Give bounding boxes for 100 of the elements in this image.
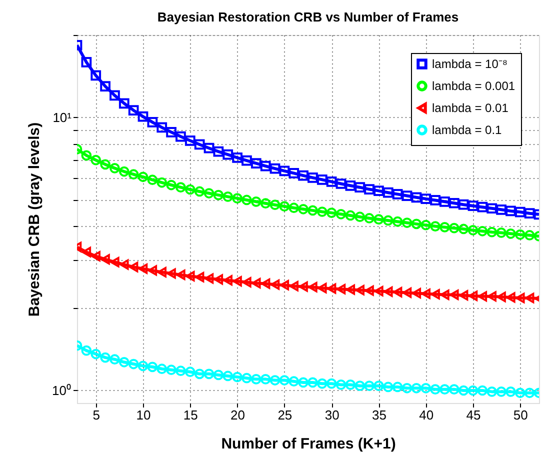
point [355, 284, 364, 296]
point [412, 288, 422, 298]
point [420, 194, 432, 204]
point [354, 182, 366, 193]
point [458, 224, 469, 234]
x-tick-label: 45 [466, 408, 481, 422]
point [374, 214, 384, 225]
point [118, 166, 130, 177]
x-tick-label: 50 [513, 408, 528, 422]
point [440, 290, 450, 300]
point [411, 192, 422, 203]
point [448, 384, 460, 394]
point [468, 290, 478, 302]
point [316, 378, 328, 389]
point [316, 174, 328, 185]
point [270, 200, 280, 210]
point [382, 215, 394, 226]
point [110, 163, 120, 174]
point [506, 228, 516, 239]
point [194, 139, 205, 150]
point [430, 384, 440, 394]
point [176, 131, 186, 142]
point [232, 276, 242, 286]
point [478, 291, 488, 302]
point [486, 203, 498, 214]
point [110, 256, 120, 268]
point [242, 277, 252, 288]
point [213, 190, 224, 200]
point [374, 186, 384, 196]
x-tick-label: 40 [419, 408, 434, 422]
point [186, 271, 195, 282]
x-tick-label: 25 [278, 408, 292, 422]
point [430, 289, 440, 300]
x-tick-label: 10 [136, 408, 151, 422]
point [477, 385, 488, 396]
point [156, 364, 168, 374]
point [524, 208, 535, 219]
point [486, 226, 498, 238]
point [384, 286, 393, 297]
point [214, 274, 224, 285]
point [204, 188, 214, 198]
point [204, 273, 214, 284]
point [90, 70, 102, 81]
point [222, 192, 234, 202]
point [468, 385, 478, 396]
point [421, 288, 430, 299]
point [232, 193, 242, 204]
x-tick-label: 15 [183, 408, 198, 422]
point [420, 220, 432, 230]
point [270, 279, 280, 290]
point [260, 374, 271, 384]
point [118, 356, 130, 368]
point [147, 174, 158, 186]
point [524, 388, 535, 398]
point [402, 382, 412, 394]
point [110, 90, 120, 101]
point [524, 230, 535, 240]
point [118, 98, 130, 109]
y-axis-title: Bayesian CRB (gray levels) [26, 122, 44, 317]
point [270, 375, 280, 386]
point [506, 206, 516, 216]
point [477, 202, 488, 212]
point [496, 204, 506, 215]
point [204, 142, 214, 154]
point [514, 206, 526, 218]
point [176, 366, 186, 376]
point [260, 198, 271, 209]
point [477, 226, 488, 236]
point [354, 380, 366, 392]
point [194, 272, 204, 282]
point [81, 345, 92, 356]
point [496, 386, 506, 397]
point [148, 265, 158, 276]
point [213, 370, 224, 380]
point [279, 166, 290, 176]
point [232, 152, 242, 163]
point [458, 199, 469, 210]
y-tick-label: 10⁰ [52, 382, 72, 398]
legend-label: lambda = 0.1 [432, 123, 502, 137]
point [100, 352, 110, 363]
point [382, 187, 394, 198]
point [402, 288, 412, 298]
point [222, 370, 234, 382]
point [204, 368, 214, 380]
point [420, 382, 432, 394]
point [448, 198, 460, 208]
point [250, 374, 262, 384]
point [280, 280, 290, 290]
point [402, 218, 412, 228]
y-tick-label: 10¹ [52, 110, 72, 125]
point [392, 188, 403, 200]
point [336, 208, 346, 220]
point [468, 225, 478, 236]
point [157, 267, 166, 278]
point [147, 362, 158, 372]
point [458, 290, 468, 301]
point [411, 218, 422, 230]
point [128, 105, 139, 116]
point [298, 281, 308, 292]
point [260, 160, 271, 172]
